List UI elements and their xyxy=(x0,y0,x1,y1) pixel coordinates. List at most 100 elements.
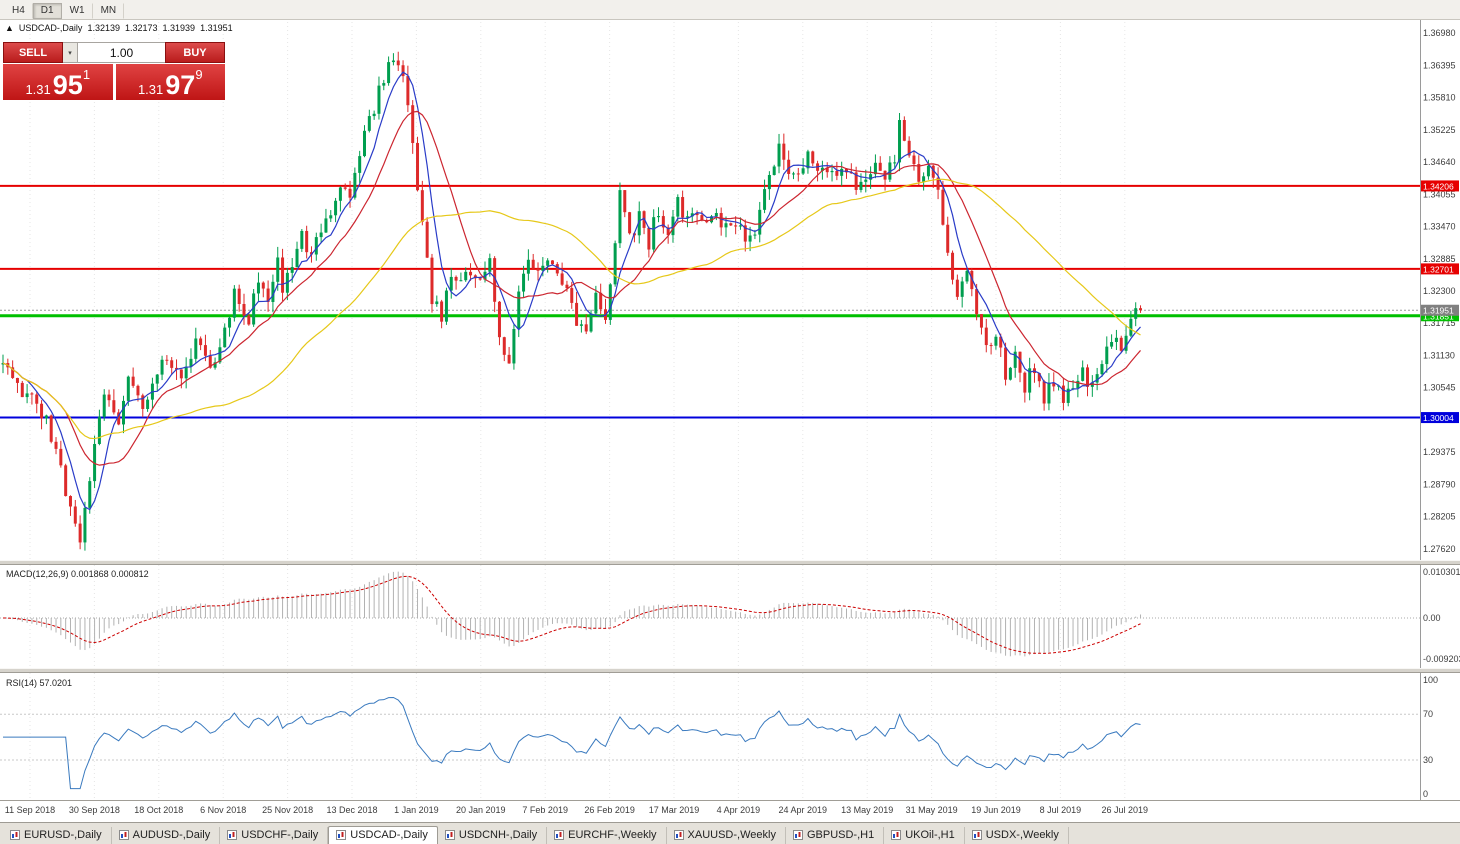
panel-separator xyxy=(0,668,1460,673)
timeframe-toolbar: H4 D1 W1 MN xyxy=(0,0,1460,20)
svg-text:1.32701: 1.32701 xyxy=(1423,264,1454,274)
tab-chart-icon xyxy=(891,830,902,840)
svg-text:1.36395: 1.36395 xyxy=(1423,60,1456,70)
svg-text:26 Feb 2019: 26 Feb 2019 xyxy=(584,805,635,815)
ask-big-digits: 97 xyxy=(165,70,196,100)
tab-label: GBPUSD-,H1 xyxy=(806,829,875,841)
svg-text:6 Nov 2018: 6 Nov 2018 xyxy=(200,805,246,815)
rsi-title-text: RSI(14) xyxy=(6,678,38,688)
svg-text:1.28205: 1.28205 xyxy=(1423,512,1456,522)
chart-tab-gbpusd-h1[interactable]: GBPUSD-,H1 xyxy=(786,827,885,844)
chart-tab-bar: EURUSD-,Daily AUDUSD-,Daily USDCHF-,Daily U… xyxy=(0,822,1460,844)
chart-tab-usdcnh-daily[interactable]: USDCNH-,Daily xyxy=(438,827,548,844)
svg-text:18 Oct 2018: 18 Oct 2018 xyxy=(134,805,183,815)
rsi-indicator-label: RSI(14) 57.0201 xyxy=(6,678,72,688)
svg-text:1.35225: 1.35225 xyxy=(1423,125,1456,135)
tab-chart-icon xyxy=(554,830,565,840)
bid-ask-row: 1.31 95 1 1.31 97 9 xyxy=(3,64,225,100)
axis-price-tag: 1.31951 xyxy=(1421,304,1459,316)
svg-text:31 May 2019: 31 May 2019 xyxy=(906,805,958,815)
volume-dropdown-button[interactable]: ▾ xyxy=(63,42,78,63)
sell-button[interactable]: SELL xyxy=(3,42,63,63)
bid-prefix: 1.31 xyxy=(25,82,51,97)
rsi-line xyxy=(3,696,1141,790)
tab-chart-icon xyxy=(971,830,982,840)
svg-text:26 Jul 2019: 26 Jul 2019 xyxy=(1102,805,1149,815)
svg-text:1.27620: 1.27620 xyxy=(1423,544,1456,554)
volume-field[interactable]: 1.00 xyxy=(78,42,165,63)
symbol-name: USDCAD-,Daily xyxy=(18,23,83,33)
tab-chart-icon xyxy=(227,830,238,840)
buy-button[interactable]: BUY xyxy=(165,42,225,63)
axis-price-tag: 1.30004 xyxy=(1421,412,1459,424)
svg-text:1.32885: 1.32885 xyxy=(1423,254,1456,264)
timeframe-button-w1[interactable]: W1 xyxy=(62,3,93,19)
ask-pip-digit: 9 xyxy=(195,67,203,82)
tab-label: USDX-,Weekly xyxy=(985,829,1059,841)
macd-indicator-label: MACD(12,26,9) 0.001868 0.000812 xyxy=(6,569,149,579)
ask-prefix: 1.31 xyxy=(137,82,164,97)
tab-chart-icon xyxy=(336,830,347,840)
svg-text:13 May 2019: 13 May 2019 xyxy=(841,805,893,815)
chart-tab-usdx-weekly[interactable]: USDX-,Weekly xyxy=(965,827,1069,844)
timeframe-button-d1[interactable]: D1 xyxy=(32,3,62,19)
volume-value: 1.00 xyxy=(109,45,134,60)
tab-label: USDCHF-,Daily xyxy=(241,829,319,841)
svg-text:0: 0 xyxy=(1423,789,1428,799)
tab-label: EURUSD-,Daily xyxy=(24,829,102,841)
timeframe-button-h4[interactable]: H4 xyxy=(4,3,33,19)
svg-text:1.35810: 1.35810 xyxy=(1423,93,1456,103)
chart-tab-xauusd-weekly[interactable]: XAUUSD-,Weekly xyxy=(667,827,786,844)
horizontal-level-lines xyxy=(0,184,1420,419)
chart-tab-ukoil-h1[interactable]: UKOil-,H1 xyxy=(884,827,965,844)
macd-values-text: 0.001868 0.000812 xyxy=(71,569,149,579)
macd-histogram xyxy=(7,571,1142,657)
rsi-value-text: 57.0201 xyxy=(39,678,73,688)
tab-chart-icon xyxy=(673,830,684,840)
ohlc-high: 1.32173 xyxy=(124,23,158,33)
ohlc-open: 1.32139 xyxy=(87,23,120,33)
tab-chart-icon xyxy=(10,830,20,840)
ohlc-low: 1.31939 xyxy=(162,23,196,33)
tab-label: UKOil-,H1 xyxy=(905,829,955,841)
chart-tab-eurusd-daily[interactable]: EURUSD-,Daily xyxy=(3,827,112,844)
collapse-icon[interactable]: ▲ xyxy=(5,23,14,33)
chart-tab-usdchf-daily[interactable]: USDCHF-,Daily xyxy=(220,827,329,844)
bid-price-box[interactable]: 1.31 95 1 xyxy=(3,64,113,100)
tab-label: XAUUSD-,Weekly xyxy=(687,829,776,841)
svg-text:-0.0092034: -0.0092034 xyxy=(1423,654,1460,664)
macd-signal-line xyxy=(2,575,1141,654)
chart-tab-usdcad-daily[interactable]: USDCAD-,Daily xyxy=(328,826,438,844)
tab-label: USDCAD-,Daily xyxy=(350,829,428,841)
svg-text:24 Apr 2019: 24 Apr 2019 xyxy=(779,805,828,815)
chevron-down-icon: ▾ xyxy=(68,49,72,57)
svg-text:1.30545: 1.30545 xyxy=(1423,383,1456,393)
timeframe-button-mn[interactable]: MN xyxy=(93,3,125,19)
moving-average-lines xyxy=(2,71,1141,511)
tab-label: AUDUSD-,Daily xyxy=(132,829,211,841)
svg-text:1.30004: 1.30004 xyxy=(1423,413,1454,423)
svg-text:1.32300: 1.32300 xyxy=(1423,286,1456,296)
bid-pip-digit: 1 xyxy=(82,67,91,82)
svg-text:100: 100 xyxy=(1423,675,1438,685)
chart-tab-audusd-daily[interactable]: AUDUSD-,Daily xyxy=(112,827,221,844)
svg-text:20 Jan 2019: 20 Jan 2019 xyxy=(456,805,506,815)
price-chart[interactable]: 1.36980 1.36395 1.35810 1.35225 1.34640 1.340… xyxy=(0,20,1460,822)
panel-separator xyxy=(0,560,1460,565)
svg-text:7 Feb 2019: 7 Feb 2019 xyxy=(522,805,568,815)
tab-label: USDCNH-,Daily xyxy=(458,829,538,841)
svg-text:1.36980: 1.36980 xyxy=(1423,28,1456,38)
chart-tab-eurchf-weekly[interactable]: EURCHF-,Weekly xyxy=(547,827,667,844)
svg-text:1.34206: 1.34206 xyxy=(1423,181,1454,191)
svg-text:4 Apr 2019: 4 Apr 2019 xyxy=(717,805,761,815)
svg-text:25 Nov 2018: 25 Nov 2018 xyxy=(262,805,313,815)
svg-text:1.34055: 1.34055 xyxy=(1423,189,1456,199)
one-click-trading-panel: SELL ▾ 1.00 BUY 1.31 95 1 1.31 97 9 xyxy=(3,42,225,100)
symbol-header: ▲ USDCAD-,Daily 1.32139 1.32173 1.31939 … xyxy=(5,23,233,33)
trade-controls-row: SELL ▾ 1.00 BUY xyxy=(3,42,225,63)
tab-chart-icon xyxy=(118,830,129,840)
ask-price-box[interactable]: 1.31 97 9 xyxy=(115,64,225,100)
axis-price-tag: 1.31851 xyxy=(1421,310,1459,322)
svg-text:8 Jul 2019: 8 Jul 2019 xyxy=(1040,805,1082,815)
svg-text:1.31130: 1.31130 xyxy=(1423,350,1455,360)
